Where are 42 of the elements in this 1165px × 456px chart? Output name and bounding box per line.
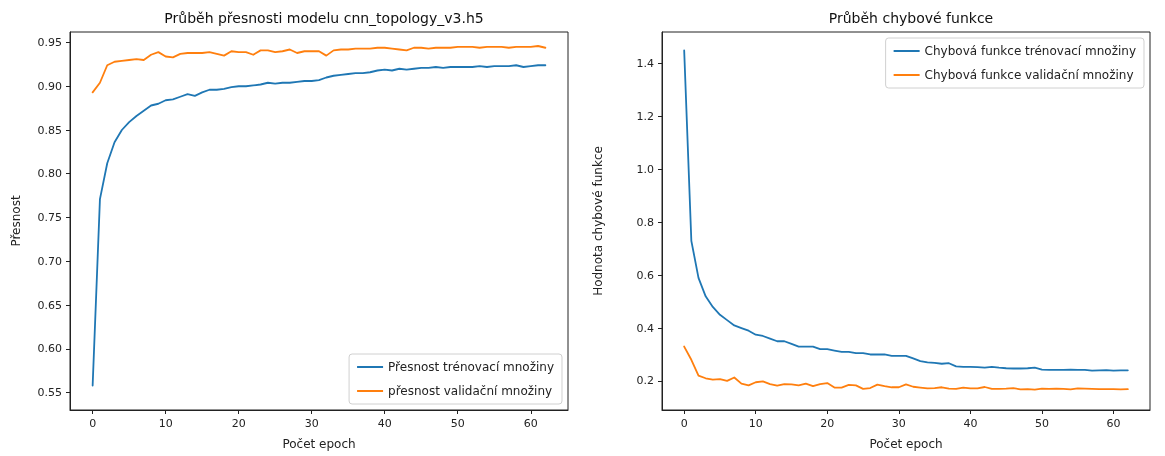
x-tick-label: 50 bbox=[1034, 417, 1049, 430]
x-tick-label: 40 bbox=[963, 417, 978, 430]
y-tick-label: 1.0 bbox=[636, 162, 654, 176]
x-tick-label: 10 bbox=[158, 417, 173, 430]
y-tick-label: 0.80 bbox=[37, 167, 62, 181]
y-tick-label: 0.60 bbox=[37, 342, 62, 356]
x-tick-label: 60 bbox=[1106, 417, 1121, 430]
y-tick-label: 0.4 bbox=[636, 321, 654, 335]
y-axis-title: Přesnost bbox=[9, 195, 23, 247]
legend-label: Chybová funkce trénovací množiny bbox=[924, 44, 1137, 58]
y-tick-label: 0.2 bbox=[636, 374, 654, 388]
legend-label: Přesnost trénovací množiny bbox=[388, 360, 555, 374]
x-tick-label: 0 bbox=[680, 417, 688, 430]
y-axis-title: Hodnota chybové funkce bbox=[591, 146, 605, 296]
chart-title: Průběh přesnosti modelu cnn_topology_v3.h5 bbox=[164, 10, 484, 26]
y-tick-label: 0.70 bbox=[37, 254, 62, 268]
x-tick-label: 20 bbox=[231, 417, 246, 430]
y-tick-label: 1.2 bbox=[636, 110, 654, 124]
x-tick-label: 30 bbox=[891, 417, 906, 430]
y-tick-label: 0.6 bbox=[636, 268, 654, 282]
line-series bbox=[683, 345, 1129, 391]
y-tick-label: 0.65 bbox=[37, 298, 62, 312]
y-tick-label: 0.75 bbox=[37, 211, 62, 224]
y-tick-label: 1.4 bbox=[636, 57, 654, 71]
x-tick-label: 10 bbox=[748, 417, 763, 430]
chart-title: Průběh chybové funkce bbox=[828, 10, 994, 26]
legend-label: přesnost validační množiny bbox=[388, 384, 553, 398]
y-tick-label: 0.95 bbox=[37, 36, 62, 49]
x-tick-label: 30 bbox=[304, 417, 319, 430]
x-tick-label: 0 bbox=[89, 417, 97, 430]
legend-label: Chybová funkce validační množiny bbox=[924, 68, 1134, 82]
line-series bbox=[91, 45, 547, 94]
x-tick-label: 40 bbox=[377, 417, 392, 430]
y-tick-label: 0.8 bbox=[636, 215, 654, 229]
x-axis-title: Počet epoch bbox=[869, 437, 943, 451]
y-tick-label: 0.90 bbox=[37, 79, 62, 93]
x-tick-label: 50 bbox=[450, 417, 465, 430]
x-tick-label: 20 bbox=[820, 417, 835, 430]
y-tick-label: 0.55 bbox=[37, 386, 62, 399]
y-tick-label: 0.85 bbox=[37, 123, 62, 137]
x-axis-title: Počet epoch bbox=[282, 437, 356, 451]
x-tick-label: 60 bbox=[523, 417, 538, 430]
